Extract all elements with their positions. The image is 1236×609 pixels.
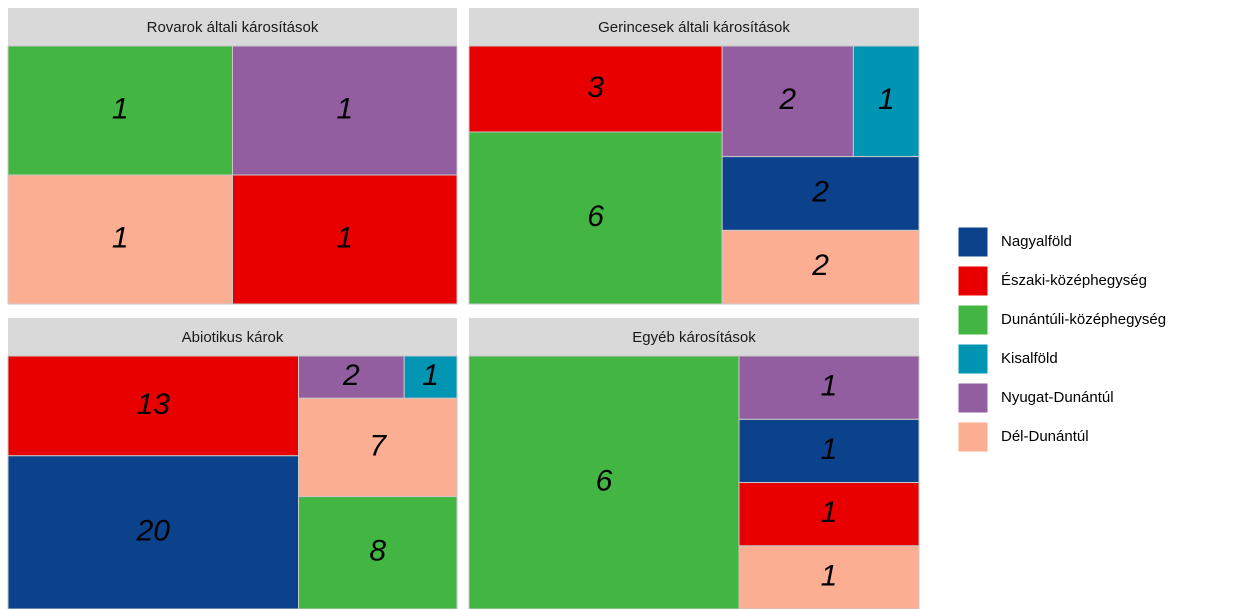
tile-label: 1 [821, 433, 838, 466]
tile [721, 229, 920, 305]
tile-label: 1 [336, 92, 353, 125]
tile [721, 156, 920, 231]
tile [468, 131, 723, 305]
tile-label: 1 [821, 496, 838, 529]
tile-label: 13 [137, 388, 171, 421]
legend-swatch [957, 265, 989, 297]
tile-label: 20 [136, 514, 171, 547]
tile [7, 174, 233, 305]
tile-label: 3 [587, 71, 604, 104]
tile [298, 397, 458, 498]
panel-title: Egyéb károsítások [632, 329, 756, 346]
tile-label: 8 [369, 535, 386, 568]
tile-label: 2 [778, 83, 796, 116]
strip [8, 8, 457, 46]
tile-label: 1 [422, 359, 439, 392]
tile [738, 355, 920, 420]
legend-swatch [957, 421, 989, 453]
legend-swatch [957, 304, 989, 336]
tile [232, 45, 458, 176]
tile [298, 496, 458, 609]
tile-label: 2 [342, 359, 360, 392]
tile [7, 455, 300, 609]
legend-label: Kisalföld [1001, 350, 1058, 367]
tile [721, 45, 854, 158]
legend-label: Északi-középhegység [1001, 272, 1147, 289]
strip [469, 8, 919, 46]
tile [468, 355, 740, 609]
tile [852, 45, 920, 158]
legend-swatch [957, 343, 989, 375]
tile-label: 6 [587, 200, 604, 233]
strip [8, 318, 457, 356]
tile-label: 1 [112, 92, 129, 125]
tile [738, 482, 920, 547]
tile [468, 45, 723, 133]
tile-label: 2 [811, 249, 829, 282]
tile-label: 1 [336, 221, 353, 254]
panel-title: Abiotikus károk [182, 329, 284, 346]
tile-label: 1 [821, 559, 838, 592]
tile-label: 2 [811, 175, 829, 208]
tile [232, 174, 458, 305]
panel-title: Rovarok általi károsítások [147, 19, 319, 36]
tile [7, 45, 233, 176]
legend-label: Dél-Dunántúl [1001, 428, 1089, 445]
tile-label: 1 [878, 83, 895, 116]
panel-title: Gerincesek általi károsítások [598, 19, 790, 36]
strip [469, 318, 919, 356]
tile [403, 355, 458, 399]
tile-label: 1 [112, 221, 129, 254]
tile [738, 418, 920, 483]
tile [738, 545, 920, 609]
tile-label: 7 [369, 429, 387, 462]
legend-label: Nyugat-Dunántúl [1001, 389, 1114, 406]
legend-swatch [957, 226, 989, 258]
tile-label: 6 [596, 464, 613, 497]
tile-label: 1 [821, 370, 838, 403]
legend-label: Dunántúli-középhegység [1001, 311, 1166, 328]
legend-label: Nagyalföld [1001, 233, 1072, 250]
tile [298, 355, 405, 399]
legend-swatch [957, 382, 989, 414]
